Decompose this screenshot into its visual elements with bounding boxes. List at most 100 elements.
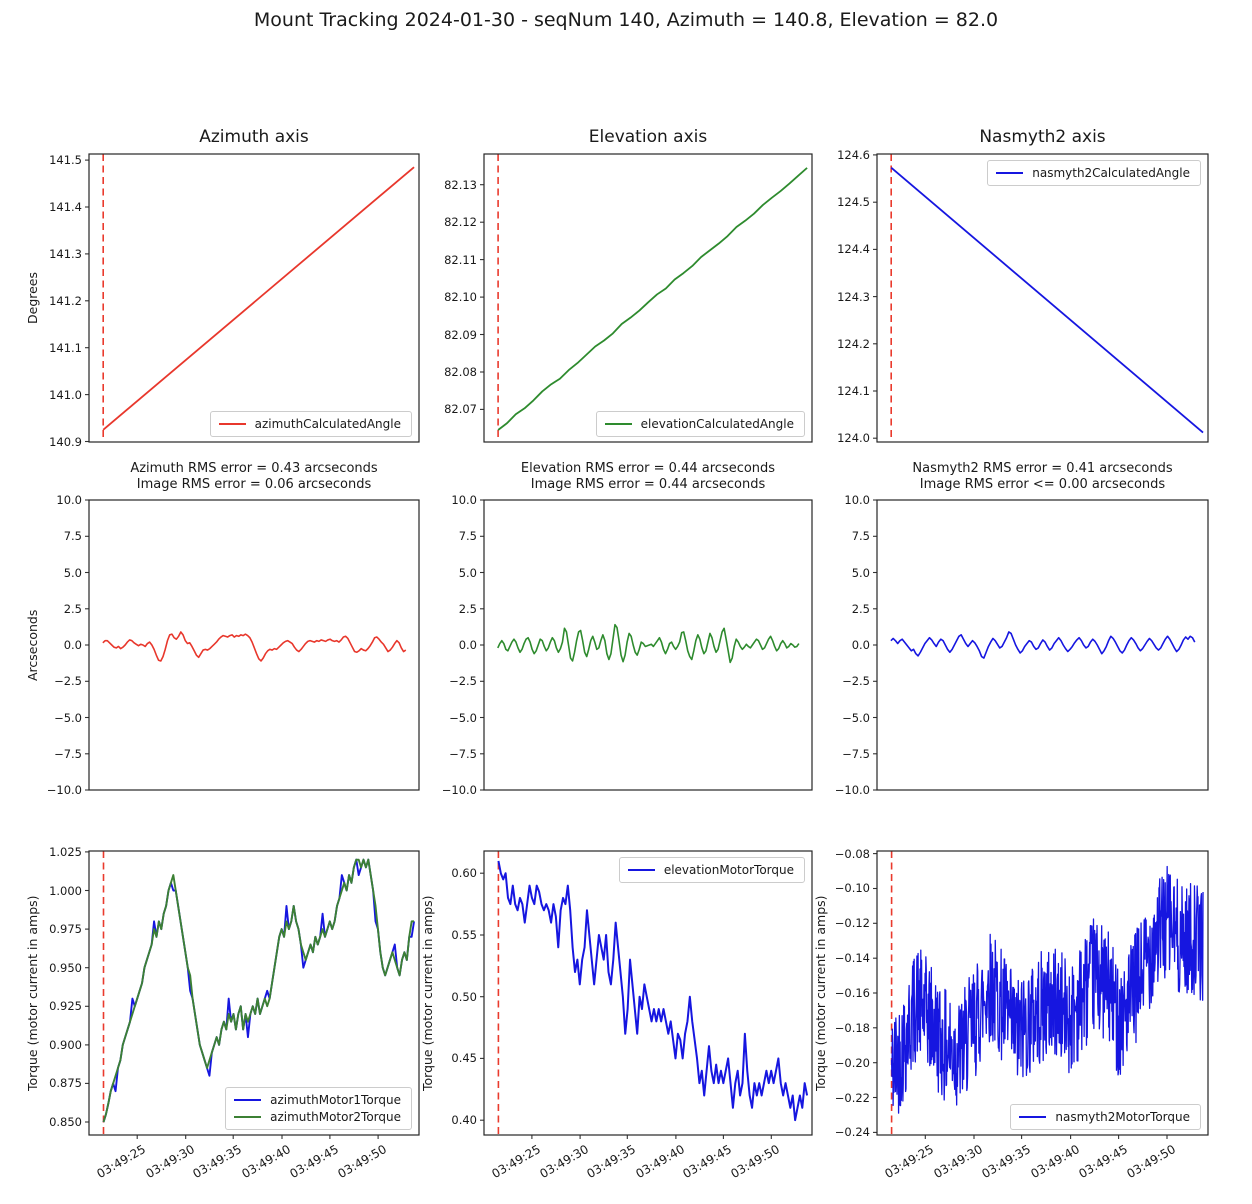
legend-line-sample <box>1019 1116 1047 1118</box>
legend-elevation-torque: elevationMotorTorque <box>618 857 805 883</box>
x-tick-label: 03:49:45 <box>287 1142 341 1182</box>
y-tick-label: 82.10 <box>444 290 477 305</box>
x-tick-label: 03:49:45 <box>1075 1142 1130 1182</box>
subplot-title: Azimuth axis <box>199 127 309 147</box>
legend-elevation-angle: elevationCalculatedAngle <box>595 411 805 437</box>
legend-line-sample <box>218 423 246 425</box>
axes-frame <box>88 499 420 791</box>
x-tick-label: 03:49:35 <box>978 1142 1033 1182</box>
y-tick-label: 141.0 <box>49 387 82 402</box>
subplot-title: Elevation axis <box>588 127 708 147</box>
y-tick-label: 124.1 <box>837 384 870 398</box>
x-tick-label: 03:49:40 <box>239 1142 294 1182</box>
subplot-title: Azimuth RMS error = 0.43 arcseconds Image… <box>49 461 459 493</box>
axes-frame <box>483 850 813 1136</box>
plot-area-elevation-rms <box>480 499 813 791</box>
legend-line-sample <box>234 1116 262 1118</box>
axes-frame <box>876 153 1209 443</box>
series-azimuthMotor2Torque <box>102 858 415 1123</box>
y-tick-label: −7.5 <box>54 746 82 761</box>
legend-entry: nasmyth2CalculatedAngle <box>996 166 1190 180</box>
legend-label: azimuthCalculatedAngle <box>254 417 401 431</box>
plot-area-azimuth-angle <box>85 153 420 443</box>
y-tick-label: −10.0 <box>441 783 477 797</box>
y-tick-label: 10.0 <box>451 493 477 507</box>
y-tick-label: −2.5 <box>449 674 477 689</box>
y-tick-label: −5.0 <box>842 710 870 725</box>
y-tick-label: 7.5 <box>458 529 477 544</box>
subplot-title: Elevation RMS error = 0.44 arcseconds Ima… <box>444 461 852 493</box>
plot-area-azimuth-torque <box>85 850 420 1139</box>
y-tick-label: −10.0 <box>46 783 82 797</box>
legend-entry: nasmyth2MotorTorque <box>1019 1110 1190 1124</box>
y-tick-label: −5.0 <box>449 710 477 725</box>
y-tick-label: 5.0 <box>851 565 870 580</box>
plot-area-elevation-torque <box>480 850 813 1139</box>
axes-frame <box>483 499 813 791</box>
y-tick-label: 82.09 <box>444 327 477 342</box>
subplot-title: Nasmyth2 RMS error = 0.41 arcseconds Imag… <box>837 461 1248 493</box>
legend-label: azimuthMotor1Torque <box>270 1093 401 1107</box>
y-tick-label: 0.0 <box>851 638 870 652</box>
y-tick-label: −0.20 <box>834 1055 870 1070</box>
series-elevationMotorTorque <box>497 860 809 1122</box>
axes-frame <box>88 850 420 1136</box>
y-tick-label: 0.975 <box>49 922 82 937</box>
y-tick-label: 141.1 <box>49 340 82 355</box>
y-tick-label: 2.5 <box>458 601 477 616</box>
legend-label: nasmyth2MotorTorque <box>1055 1110 1190 1124</box>
y-tick-label: 124.6 <box>837 147 870 162</box>
x-tick-label: 03:49:40 <box>633 1142 687 1182</box>
y-tick-label: 5.0 <box>458 565 477 580</box>
y-tick-label: 0.850 <box>49 1115 82 1130</box>
y-tick-label: −2.5 <box>842 674 870 689</box>
y-tick-label: 10.0 <box>56 493 82 507</box>
subplot-title-line: Image RMS error <= 0.00 arcseconds <box>919 477 1166 492</box>
y-tick-label: 124.3 <box>837 289 870 304</box>
x-tick-label: 03:49:50 <box>1124 1142 1178 1182</box>
legend-line-sample <box>604 423 632 425</box>
axes-frame <box>88 153 420 443</box>
y-tick-label: −0.22 <box>834 1090 870 1105</box>
y-tick-label: −2.5 <box>54 674 82 689</box>
plot-area-nasmyth2-rms <box>873 499 1209 791</box>
subplot-title-line: Image RMS error = 0.44 arcseconds <box>530 477 766 492</box>
series-azimuthError <box>102 631 407 662</box>
subplot-title-line: Azimuth RMS error = 0.43 arcseconds <box>130 461 378 476</box>
y-tick-label: 0.950 <box>49 960 82 975</box>
y-tick-label: −0.24 <box>834 1125 870 1140</box>
x-tick-label: 03:49:25 <box>882 1142 937 1182</box>
y-tick-label: 0.0 <box>63 638 82 652</box>
x-tick-label: 03:49:25 <box>94 1142 149 1182</box>
y-tick-label: −10.0 <box>834 783 870 797</box>
y-tick-label: −5.0 <box>54 710 82 725</box>
legend-nasmyth2-torque: nasmyth2MotorTorque <box>1010 1104 1201 1130</box>
x-tick-label: 03:49:30 <box>931 1142 985 1182</box>
subplot-title-line: Nasmyth2 RMS error = 0.41 arcseconds <box>912 461 1173 476</box>
y-tick-label: −0.18 <box>834 1020 870 1035</box>
y-tick-label: −0.10 <box>834 881 870 896</box>
legend-entry: elevationCalculatedAngle <box>604 417 794 431</box>
y-axis-label: Torque (motor current in amps) <box>813 895 828 1091</box>
y-tick-label: 1.025 <box>49 844 82 859</box>
legend-nasmyth2-angle: nasmyth2CalculatedAngle <box>987 160 1201 186</box>
y-tick-label: −0.14 <box>834 951 870 966</box>
axes-frame <box>876 850 1209 1136</box>
series-elevationCalculatedAngle <box>497 167 808 431</box>
x-tick-label: 03:49:40 <box>1027 1142 1082 1182</box>
axes-frame <box>876 499 1209 791</box>
series-azimuthMotor1Torque <box>102 858 415 1123</box>
subplot-title-line: Elevation RMS error = 0.44 arcseconds <box>520 461 776 476</box>
y-axis-label: Torque (motor current in amps) <box>25 895 40 1091</box>
x-tick-label: 03:49:50 <box>335 1142 390 1182</box>
y-tick-label: 10.0 <box>844 493 870 507</box>
series-nasmyth2Error <box>890 631 1196 659</box>
legend-line-sample <box>996 172 1024 174</box>
y-tick-label: 124.4 <box>837 242 870 257</box>
legend-entry: azimuthMotor2Torque <box>234 1110 401 1124</box>
y-tick-label: 7.5 <box>851 529 870 544</box>
x-tick-label: 03:49:50 <box>728 1142 783 1182</box>
